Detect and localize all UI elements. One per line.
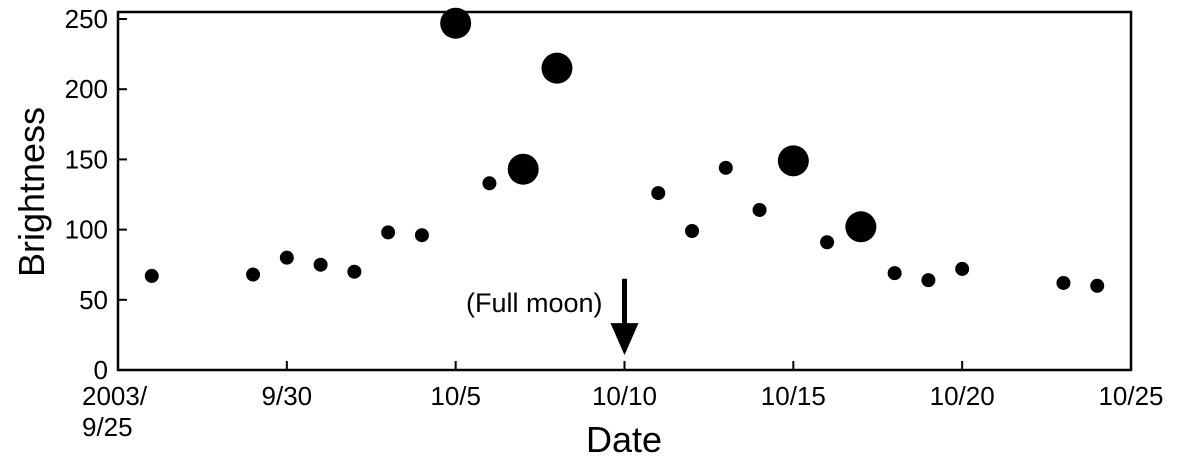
data-point bbox=[820, 235, 835, 250]
data-point bbox=[1056, 275, 1071, 290]
data-point-large bbox=[507, 153, 539, 185]
data-point bbox=[144, 268, 159, 283]
data-point-large bbox=[541, 52, 573, 84]
x-tick-label: 9/30 bbox=[262, 381, 313, 411]
x-tick-label: 10/10 bbox=[592, 381, 657, 411]
x-axis-ticks: 2003/9/25 9/30 10/5 10/10 10/15 10/20 10/25 bbox=[82, 361, 1164, 442]
y-tick-label: 100 bbox=[65, 215, 108, 245]
y-tick-label: 250 bbox=[65, 4, 108, 34]
data-point bbox=[279, 250, 294, 265]
x-tick-label: 10/5 bbox=[430, 381, 481, 411]
x-tick-label: 2003/9/25 bbox=[82, 381, 148, 442]
data-point bbox=[414, 228, 429, 243]
data-point bbox=[752, 202, 767, 217]
data-point bbox=[651, 186, 666, 201]
y-tick-label: 200 bbox=[65, 74, 108, 104]
data-point-large bbox=[440, 7, 472, 39]
data-point bbox=[482, 176, 497, 191]
data-point bbox=[313, 257, 328, 272]
x-axis-title: Date bbox=[586, 419, 662, 458]
data-point-large bbox=[777, 145, 809, 177]
data-point bbox=[887, 266, 902, 281]
full-moon-label: (Full moon) bbox=[466, 288, 603, 318]
x-tick-label: 10/15 bbox=[761, 381, 826, 411]
data-point bbox=[381, 225, 396, 240]
data-points bbox=[144, 7, 1105, 293]
x-tick-label: 10/20 bbox=[930, 381, 995, 411]
data-point bbox=[921, 273, 936, 288]
y-axis-ticks: 0 50 100 150 200 250 bbox=[65, 4, 127, 385]
data-point bbox=[1090, 278, 1105, 293]
data-point bbox=[718, 160, 733, 175]
x-tick-label: 10/25 bbox=[1098, 381, 1163, 411]
y-tick-label: 150 bbox=[65, 144, 108, 174]
data-point-large bbox=[845, 211, 877, 243]
data-point bbox=[246, 267, 261, 282]
y-tick-label: 50 bbox=[79, 285, 108, 315]
data-point bbox=[955, 261, 970, 276]
data-point bbox=[685, 224, 700, 239]
data-point bbox=[347, 264, 362, 279]
full-moon-arrow-head-icon bbox=[610, 323, 639, 356]
y-tick-label: 0 bbox=[94, 355, 108, 385]
annotations: (Full moon) bbox=[466, 278, 639, 356]
y-axis-title: Brightness bbox=[11, 107, 52, 277]
